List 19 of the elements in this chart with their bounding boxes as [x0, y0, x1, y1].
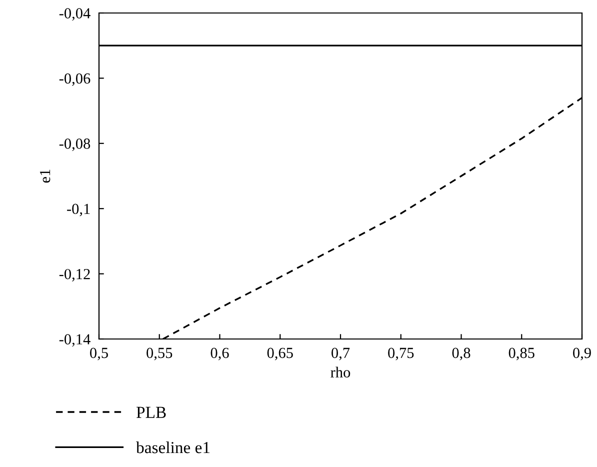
x-tick-label: 0,5 [90, 348, 108, 360]
y-tick-label: -0,14 [59, 334, 90, 347]
y-tick-label: -0,1 [67, 204, 90, 216]
y-tick-label: -0,04 [59, 8, 90, 21]
x-tick-label: 0,75 [388, 348, 414, 360]
x-tick-label: 0,8 [452, 348, 470, 360]
x-tick-label: 0,6 [210, 348, 229, 360]
legend-label: PLB [136, 406, 166, 418]
x-tick-label: 0,65 [267, 348, 293, 360]
x-tick-label: 0,7 [332, 348, 350, 360]
y-tick-label: -0,12 [59, 268, 90, 282]
y-tick-label: -0,08 [59, 138, 90, 152]
y-axis-title: e1 [40, 170, 50, 183]
x-axis-title: rho [330, 366, 350, 378]
x-tick-label: 0,55 [146, 348, 172, 360]
y-tick-label: -0,06 [59, 73, 90, 86]
x-tick-label: 0,85 [508, 348, 534, 360]
legend-label: baseline e1 [136, 441, 210, 454]
x-tick-label: 0,9 [573, 348, 591, 360]
